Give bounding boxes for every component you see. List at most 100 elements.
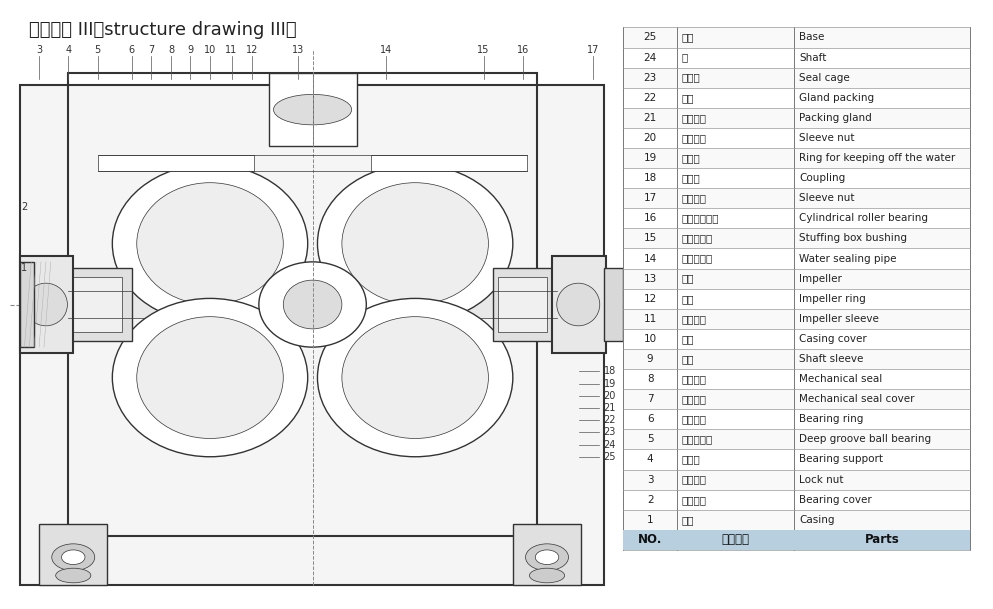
Bar — [624, 490, 970, 510]
Text: 轴承压环: 轴承压环 — [682, 414, 707, 424]
Bar — [73, 277, 122, 332]
Text: 22: 22 — [604, 415, 617, 425]
Text: 圆柱滚子轴承: 圆柱滚子轴承 — [682, 213, 719, 224]
Text: 机械密封: 机械密封 — [682, 374, 707, 384]
Text: 填料压盖: 填料压盖 — [682, 113, 707, 123]
Text: 8: 8 — [646, 374, 653, 384]
Text: 19: 19 — [643, 153, 656, 163]
Text: 泵体: 泵体 — [682, 515, 694, 525]
Text: Lock nut: Lock nut — [799, 474, 843, 485]
Text: 18: 18 — [643, 173, 656, 183]
Text: 16: 16 — [643, 213, 656, 224]
Ellipse shape — [342, 317, 489, 438]
Text: 填料: 填料 — [682, 93, 694, 103]
Text: 3: 3 — [36, 45, 42, 55]
Text: 22: 22 — [643, 93, 656, 103]
Bar — [20, 291, 604, 318]
Text: 25: 25 — [643, 32, 656, 43]
Text: 锁紧螺母: 锁紧螺母 — [682, 474, 707, 485]
Bar — [512, 524, 581, 585]
Text: 23: 23 — [604, 428, 616, 437]
Ellipse shape — [283, 280, 342, 329]
Text: 21: 21 — [643, 113, 656, 123]
Text: 5: 5 — [646, 434, 653, 445]
Ellipse shape — [525, 544, 569, 571]
Bar — [624, 228, 970, 248]
Bar — [39, 524, 107, 585]
Text: 填料环: 填料环 — [682, 72, 701, 83]
Text: Seal cage: Seal cage — [799, 72, 850, 83]
Bar — [494, 268, 557, 341]
Text: NO.: NO. — [638, 533, 662, 546]
Bar — [269, 73, 356, 146]
Text: 叶轮: 叶轮 — [682, 273, 694, 284]
Bar — [624, 208, 970, 228]
Text: 21: 21 — [604, 403, 616, 413]
Bar — [624, 349, 970, 369]
Text: 结构形式 III（structure drawing III）: 结构形式 III（structure drawing III） — [30, 21, 297, 40]
Bar — [604, 268, 624, 341]
Bar — [624, 429, 970, 449]
Text: 24: 24 — [604, 440, 616, 449]
Text: Sleeve nut: Sleeve nut — [799, 193, 855, 203]
Text: 7: 7 — [148, 45, 155, 55]
Text: Shaft: Shaft — [799, 52, 826, 63]
Text: Bearing cover: Bearing cover — [799, 495, 872, 505]
Text: 20: 20 — [604, 391, 616, 401]
Text: Cylindrical roller bearing: Cylindrical roller bearing — [799, 213, 928, 224]
Bar — [624, 27, 970, 48]
Text: 4: 4 — [646, 454, 653, 465]
Text: 水封管部件: 水封管部件 — [682, 253, 713, 264]
Text: Gland packing: Gland packing — [799, 93, 874, 103]
Ellipse shape — [557, 283, 600, 326]
Text: 5: 5 — [94, 45, 101, 55]
Text: 12: 12 — [246, 45, 258, 55]
Bar — [624, 148, 970, 168]
Text: Sleeve nut: Sleeve nut — [799, 133, 855, 143]
Ellipse shape — [112, 298, 308, 457]
Text: 挡水圈: 挡水圈 — [682, 153, 701, 163]
Ellipse shape — [56, 568, 90, 583]
Text: 叶轮挡套: 叶轮挡套 — [682, 314, 707, 324]
Bar — [624, 108, 970, 128]
Text: 13: 13 — [292, 45, 304, 55]
Text: 20: 20 — [643, 133, 656, 143]
Text: 轴承压盖: 轴承压盖 — [682, 495, 707, 505]
Text: 15: 15 — [643, 233, 656, 244]
Ellipse shape — [318, 164, 512, 323]
Text: 16: 16 — [516, 45, 528, 55]
Bar — [552, 256, 606, 353]
Bar — [624, 168, 970, 188]
Text: 口环: 口环 — [682, 294, 694, 304]
Text: 23: 23 — [643, 72, 656, 83]
Ellipse shape — [259, 262, 366, 347]
Text: Mechanical seal: Mechanical seal — [799, 374, 883, 384]
Bar — [624, 269, 970, 289]
Text: 2: 2 — [21, 202, 28, 212]
Text: 18: 18 — [604, 367, 616, 376]
Bar — [624, 248, 970, 269]
Bar — [624, 389, 970, 409]
Ellipse shape — [52, 544, 94, 571]
Text: 联轴器: 联轴器 — [682, 173, 701, 183]
Bar — [69, 268, 132, 341]
Text: Impeller: Impeller — [799, 273, 842, 284]
Text: 零件名称: 零件名称 — [722, 533, 750, 546]
Ellipse shape — [112, 164, 308, 323]
Text: 25: 25 — [604, 452, 617, 462]
Text: Casing cover: Casing cover — [799, 334, 867, 344]
Ellipse shape — [137, 317, 283, 438]
Text: Impeller sleeve: Impeller sleeve — [799, 314, 879, 324]
Text: 轴套: 轴套 — [682, 354, 694, 364]
Bar — [624, 88, 970, 108]
Ellipse shape — [529, 568, 565, 583]
Bar — [624, 449, 970, 470]
Text: 1: 1 — [646, 515, 653, 525]
Bar — [624, 289, 970, 309]
Bar — [20, 85, 604, 585]
Text: 9: 9 — [646, 354, 653, 364]
Text: 泵盖: 泵盖 — [682, 334, 694, 344]
Ellipse shape — [273, 94, 352, 125]
Text: 填料函衬套: 填料函衬套 — [682, 233, 713, 244]
Ellipse shape — [535, 550, 559, 565]
